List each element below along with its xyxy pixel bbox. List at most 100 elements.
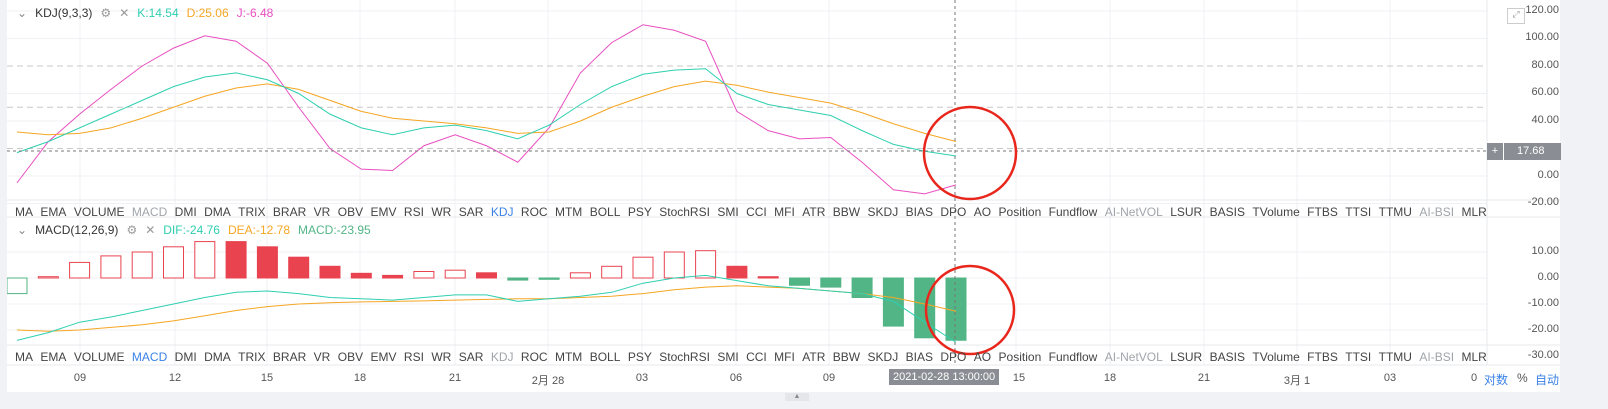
indicator-tab-rsi[interactable]: RSI (403, 350, 424, 364)
indicator-tab-bias[interactable]: BIAS (905, 205, 933, 219)
indicator-tab-ema[interactable]: EMA (40, 205, 67, 219)
indicator-tab-ttmu[interactable]: TTMU (1378, 205, 1412, 219)
close-icon[interactable]: ✕ (145, 223, 156, 237)
indicator-tab-trix[interactable]: TRIX (238, 205, 266, 219)
indicator-tab-position[interactable]: Position (998, 350, 1042, 364)
time-axis-label: 03 (1383, 372, 1397, 384)
indicator-tab-ttmu[interactable]: TTMU (1378, 350, 1412, 364)
scroll-up-arrow[interactable]: ▲ (785, 393, 809, 401)
indicator-tab-mfi[interactable]: MFI (774, 205, 795, 219)
indicator-plot[interactable] (7, 0, 1560, 392)
indicator-tab-smi[interactable]: SMI (717, 205, 739, 219)
collapse-chevron-icon[interactable]: ⌄ (17, 6, 28, 20)
indicator-tab-psy[interactable]: PSY (627, 205, 652, 219)
indicator-tab-macd[interactable]: MACD (131, 205, 168, 219)
indicator-tab-obv[interactable]: OBV (337, 350, 364, 364)
indicator-tab-vr[interactable]: VR (313, 350, 331, 364)
indicator-tab-basis[interactable]: BASIS (1209, 350, 1245, 364)
indicator-tab-stochrsi[interactable]: StochRSI (659, 350, 710, 364)
indicator-tab-ma[interactable]: MA (15, 205, 33, 219)
indicator-tab-bias[interactable]: BIAS (905, 350, 933, 364)
indicator-tab-obv[interactable]: OBV (337, 205, 364, 219)
indicator-tab-cci[interactable]: CCI (746, 205, 767, 219)
indicator-tab-vr[interactable]: VR (313, 205, 331, 219)
settings-icon[interactable]: ⚙ (126, 223, 138, 237)
indicator-tab-brar[interactable]: BRAR (272, 350, 307, 364)
indicator-tab-tvolume[interactable]: TVolume (1252, 350, 1300, 364)
indicator-tab-roc[interactable]: ROC (520, 205, 548, 219)
indicator-tab-ai-bsi[interactable]: AI-BSI (1419, 350, 1455, 364)
indicator-tab-dpo[interactable]: DPO (940, 350, 967, 364)
macd-bar (194, 241, 216, 279)
indicator-tab-ma[interactable]: MA (15, 350, 33, 364)
indicator-tab-boll[interactable]: BOLL (589, 350, 621, 364)
indicator-tab-lsur[interactable]: LSUR (1170, 350, 1203, 364)
indicator-tab-rsi[interactable]: RSI (403, 205, 424, 219)
indicator-tab-mtm[interactable]: MTM (554, 205, 583, 219)
macd-value: MACD:-23.95 (298, 223, 371, 237)
settings-icon[interactable]: ⚙ (100, 6, 112, 20)
indicator-tab-lsur[interactable]: LSUR (1170, 205, 1203, 219)
indicator-tab-dmi[interactable]: DMI (174, 350, 197, 364)
indicator-tab-macd[interactable]: MACD (131, 350, 168, 364)
indicator-tab-skdj[interactable]: SKDJ (867, 350, 899, 364)
collapse-chevron-icon[interactable]: ⌄ (17, 223, 28, 237)
indicator-tab-atr[interactable]: ATR (802, 350, 826, 364)
indicator-tab-ai-netvol[interactable]: AI-NetVOL (1104, 205, 1163, 219)
indicator-tab-basis[interactable]: BASIS (1209, 205, 1245, 219)
indicator-tab-ftbs[interactable]: FTBS (1307, 205, 1338, 219)
indicator-tab-mtm[interactable]: MTM (554, 350, 583, 364)
indicator-tab-ema[interactable]: EMA (40, 350, 67, 364)
indicator-tab-mfi[interactable]: MFI (774, 350, 795, 364)
indicator-tab-trix[interactable]: TRIX (238, 350, 266, 364)
indicator-tab-mlr[interactable]: MLR (1461, 350, 1487, 364)
indicator-tab-tvolume[interactable]: TVolume (1252, 205, 1300, 219)
indicator-tab-smi[interactable]: SMI (717, 350, 739, 364)
indicator-tab-ao[interactable]: AO (973, 350, 992, 364)
fullscreen-icon[interactable]: ⤢ (1507, 8, 1525, 24)
indicator-tab-ai-bsi[interactable]: AI-BSI (1419, 205, 1455, 219)
indicator-tab-bbw[interactable]: BBW (832, 350, 861, 364)
indicator-tab-ftbs[interactable]: FTBS (1307, 350, 1338, 364)
time-axis-label: 15 (260, 372, 274, 384)
indicator-tab-dma[interactable]: DMA (204, 350, 231, 364)
indicator-tab-cci[interactable]: CCI (746, 350, 767, 364)
indicator-tab-volume[interactable]: VOLUME (73, 205, 125, 219)
indicator-tab-sar[interactable]: SAR (458, 205, 484, 219)
macd-bar (757, 276, 779, 279)
indicator-tab-mlr[interactable]: MLR (1461, 205, 1487, 219)
time-axis-label: 09 (822, 372, 836, 384)
indicator-tab-kdj[interactable]: KDJ (490, 205, 514, 219)
indicator-tab-ttsi[interactable]: TTSI (1345, 205, 1372, 219)
indicator-tab-emv[interactable]: EMV (370, 205, 397, 219)
indicator-tab-kdj[interactable]: KDJ (490, 350, 514, 364)
indicator-tab-wr[interactable]: WR (431, 205, 452, 219)
indicator-tab-dma[interactable]: DMA (204, 205, 231, 219)
indicator-tab-ao[interactable]: AO (973, 205, 992, 219)
indicator-tab-roc[interactable]: ROC (520, 350, 548, 364)
indicator-tab-sar[interactable]: SAR (458, 350, 484, 364)
indicator-tab-dmi[interactable]: DMI (174, 205, 197, 219)
indicator-tab-emv[interactable]: EMV (370, 350, 397, 364)
indicator-tab-atr[interactable]: ATR (802, 205, 826, 219)
indicator-tab-boll[interactable]: BOLL (589, 205, 621, 219)
indicator-tab-brar[interactable]: BRAR (272, 205, 307, 219)
indicator-tab-skdj[interactable]: SKDJ (867, 205, 899, 219)
indicator-tab-volume[interactable]: VOLUME (73, 350, 125, 364)
macd-bar (601, 265, 623, 279)
indicator-tab-wr[interactable]: WR (431, 350, 452, 364)
indicator-tab-dpo[interactable]: DPO (940, 205, 967, 219)
indicator-tab-psy[interactable]: PSY (627, 350, 652, 364)
percent-scale-toggle[interactable]: % (1517, 371, 1528, 385)
indicator-tab-fundflow[interactable]: Fundflow (1048, 350, 1098, 364)
auto-scale-toggle[interactable]: 自动 (1535, 373, 1560, 387)
indicator-tab-stochrsi[interactable]: StochRSI (659, 205, 710, 219)
indicator-tab-fundflow[interactable]: Fundflow (1048, 205, 1098, 219)
indicator-tab-position[interactable]: Position (998, 205, 1042, 219)
indicator-tab-ttsi[interactable]: TTSI (1345, 350, 1372, 364)
indicator-tab-ai-netvol[interactable]: AI-NetVOL (1104, 350, 1163, 364)
indicator-tabs-macd: MA EMA VOLUME MACD DMI DMA TRIX BRAR VR OBV EMV RSI… (15, 350, 1487, 364)
close-icon[interactable]: ✕ (119, 6, 130, 20)
indicator-tab-bbw[interactable]: BBW (832, 205, 861, 219)
log-scale-toggle[interactable]: 对数 (1484, 373, 1509, 387)
